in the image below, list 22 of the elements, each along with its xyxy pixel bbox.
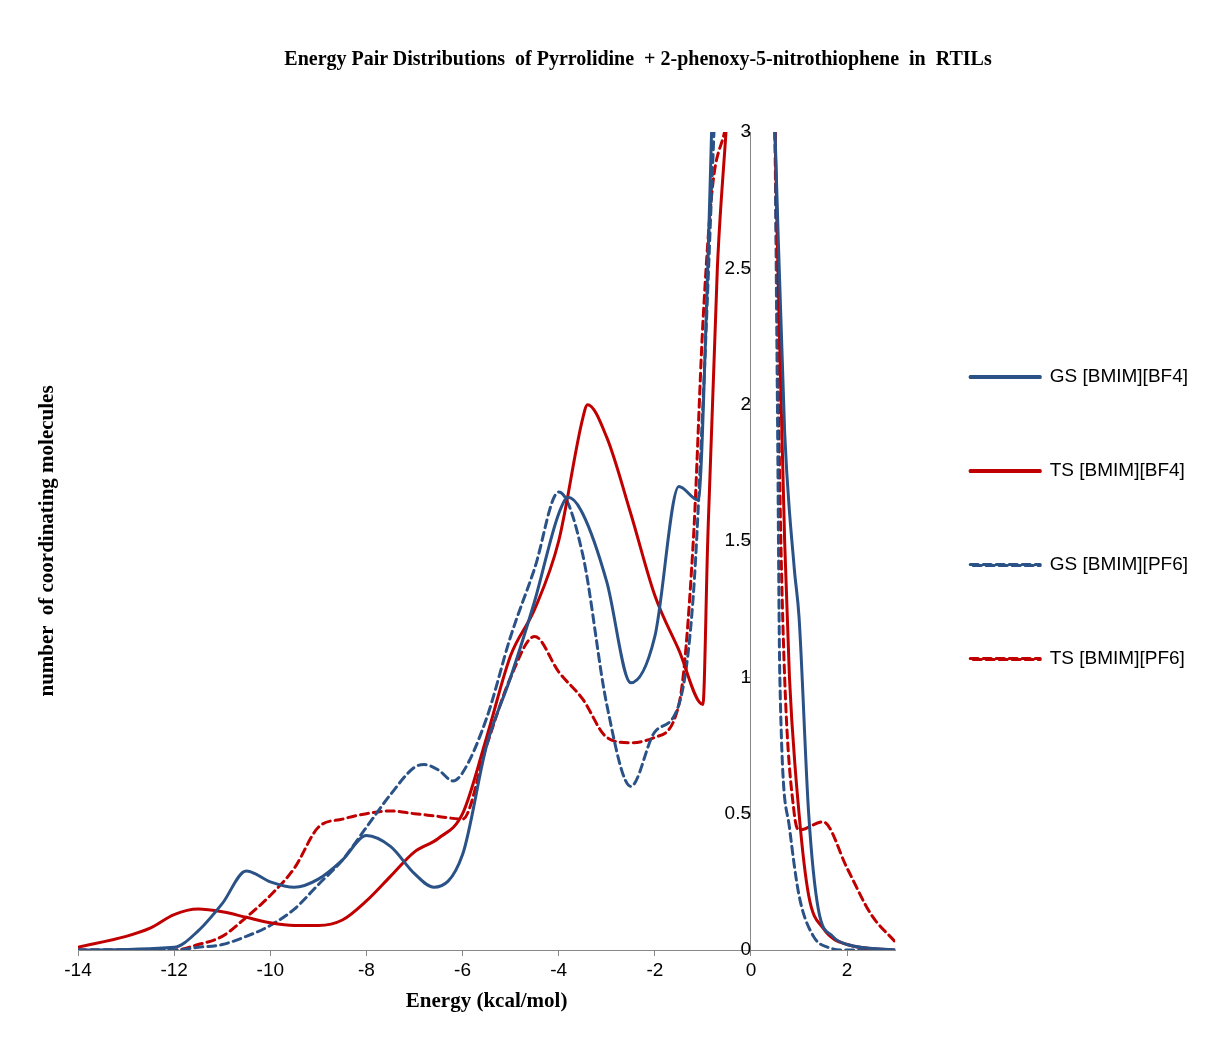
x-tick-label: 2 xyxy=(841,958,853,980)
y-tick-label: 2 xyxy=(740,392,751,414)
y-tick-label: 0.5 xyxy=(724,801,751,823)
legend-label: GS [BMIM][PF6] xyxy=(1049,553,1189,575)
legend-label: TS [BMIM][BF4] xyxy=(1049,459,1185,481)
x-tick-label: -14 xyxy=(64,958,93,980)
y-axis-title: number of coordinating molecules xyxy=(34,385,59,697)
y-tick-label: 1.5 xyxy=(724,529,751,551)
y-tick-label: 2.5 xyxy=(724,256,751,278)
x-tick-label: -2 xyxy=(646,958,664,980)
x-tick-label: -12 xyxy=(160,958,188,980)
x-tick-label: -4 xyxy=(550,958,568,980)
x-tick-label: -10 xyxy=(256,958,285,980)
y-tick-label: 3 xyxy=(740,120,751,142)
chart-title: Energy Pair Distributions of Pyrrolidine + 2-phenoxy-5-nitrothiophene in RTILs xyxy=(284,47,992,71)
x-tick-label: -8 xyxy=(357,958,375,980)
legend-label: GS [BMIM][BF4] xyxy=(1049,365,1189,387)
x-tick-label: -6 xyxy=(454,958,472,980)
legend-label: TS [BMIM][PF6] xyxy=(1049,647,1185,669)
y-tick-label: 1 xyxy=(740,665,751,687)
x-axis-title: Energy (kcal/mol) xyxy=(405,987,568,1012)
y-tick-label: 0 xyxy=(740,938,751,960)
